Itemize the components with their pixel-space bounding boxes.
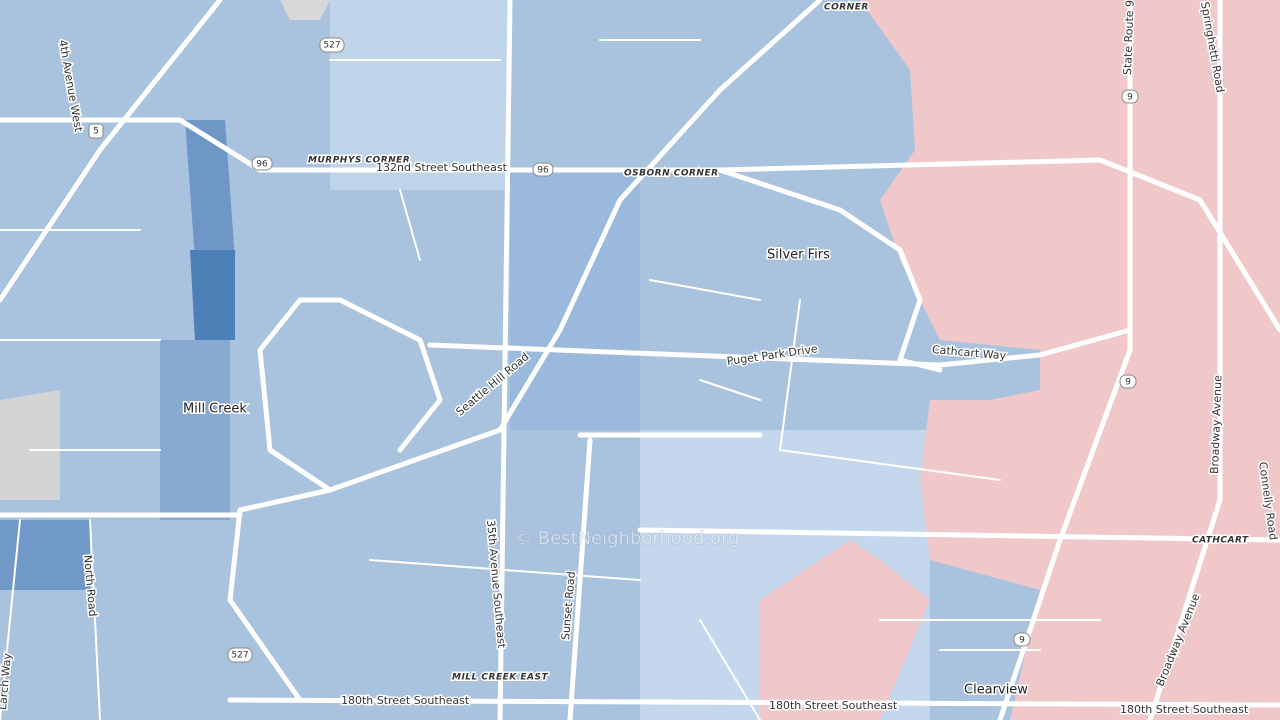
region: [185, 120, 235, 260]
place-label: MILL CREEK EAST: [452, 673, 548, 683]
place-label: CATHCART: [1192, 536, 1249, 546]
road-label: State Route 9: [1121, 0, 1137, 75]
road: [227, 0, 823, 703]
region: [160, 340, 230, 520]
road: [0, 39, 1101, 720]
region: [190, 250, 235, 340]
region: [330, 0, 510, 190]
place-label: Mill Creek: [183, 402, 247, 417]
region: [0, 520, 90, 590]
place-label: MURPHYS CORNER: [308, 156, 410, 166]
road: [637, 527, 1280, 543]
road: [227, 697, 1280, 708]
shield-label: 9: [1127, 93, 1133, 103]
shield-label: 5: [93, 127, 99, 137]
road: [427, 327, 1133, 368]
place-label: OSBORN CORNER: [624, 169, 719, 179]
road-label: 180th Street Southeast: [341, 694, 470, 707]
route-shields: 527 527 5 96 96 9 9 9: [88, 37, 1139, 663]
shield: [1121, 89, 1139, 104]
road: [567, 432, 763, 720]
road-label: 132nd Street Southeast: [376, 161, 508, 174]
road: [0, 0, 223, 303]
road: [1147, 0, 1223, 720]
road: [717, 157, 1280, 333]
shield-label: 96: [256, 160, 268, 170]
region: [760, 540, 930, 720]
road-label: 180th Street Southeast: [769, 699, 898, 712]
shield: [88, 123, 104, 139]
road: [257, 297, 443, 493]
road: [497, 0, 513, 720]
shield-label: 527: [323, 41, 340, 51]
water: [0, 390, 60, 500]
shield: [227, 647, 253, 663]
place-label: CORNER: [824, 3, 869, 13]
shield: [1013, 632, 1031, 647]
road-label: Broadway Avenue: [1208, 375, 1224, 475]
shield-label: 527: [231, 651, 248, 661]
road: [997, 0, 1133, 720]
shield: [1119, 374, 1137, 389]
road-label: Cathcart Way: [931, 343, 1007, 362]
attribution: © BestNeighborhood.org: [514, 528, 740, 549]
road-label: 180th Street Southeast: [1120, 703, 1249, 716]
shield: [251, 156, 273, 171]
shield: [532, 162, 554, 177]
road: [0, 117, 943, 373]
place-label: Clearview: [964, 683, 1028, 698]
shield-label: 9: [1019, 636, 1025, 646]
water: [280, 0, 330, 20]
place-label: Silver Firs: [767, 248, 830, 263]
shield-label: 9: [1125, 378, 1131, 388]
shield-label: 96: [537, 166, 549, 176]
shield: [319, 37, 345, 53]
